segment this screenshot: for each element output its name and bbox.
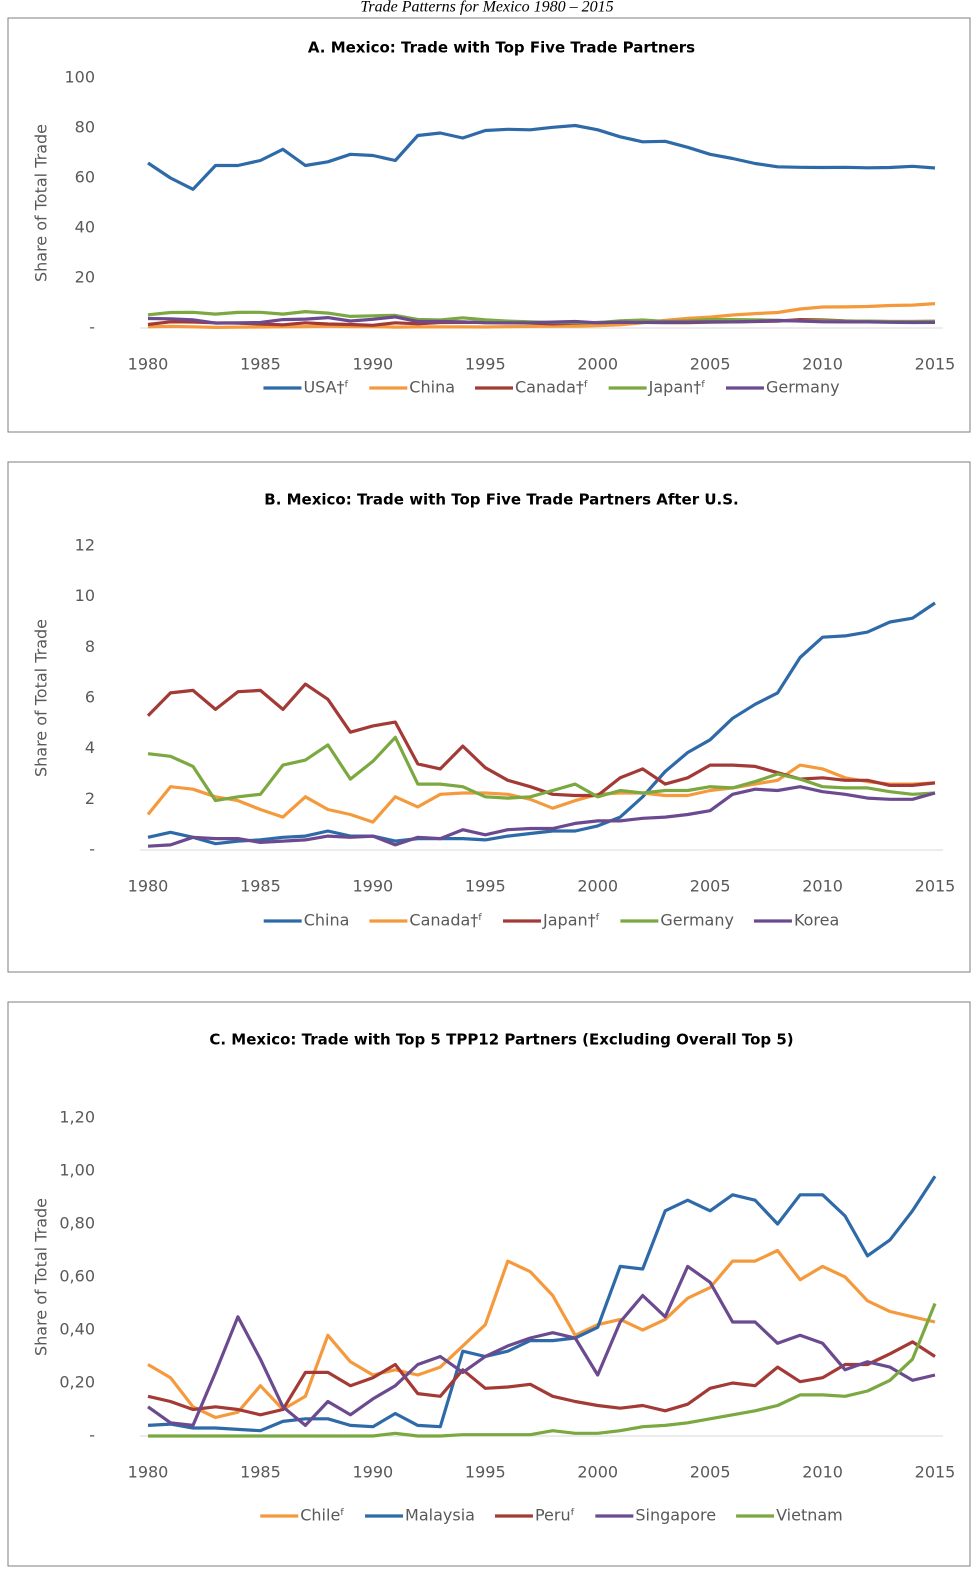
legend-label: China bbox=[409, 378, 455, 397]
x-tick-label: 1995 bbox=[465, 877, 506, 896]
legend-label: Peruᶠ bbox=[535, 1506, 575, 1525]
y-axis-label: Share of Total Trade bbox=[32, 619, 51, 777]
legend-label: Singapore bbox=[635, 1506, 716, 1525]
legend-label: Germany bbox=[766, 378, 840, 397]
y-tick-label: 0,20 bbox=[59, 1373, 95, 1392]
series-line bbox=[147, 735, 936, 803]
y-tick-label: - bbox=[89, 318, 95, 337]
x-tick-label: 2015 bbox=[915, 1463, 956, 1482]
legend-label: Malaysia bbox=[405, 1506, 475, 1525]
series-line bbox=[146, 682, 936, 798]
x-tick-label: 1990 bbox=[352, 877, 393, 896]
legend-label: Germany bbox=[660, 911, 734, 930]
y-tick-label: 80 bbox=[75, 118, 95, 137]
series-line bbox=[147, 302, 936, 329]
x-tick-label: 2015 bbox=[915, 877, 956, 896]
panel-frame bbox=[7, 1001, 971, 1567]
y-tick-label: 2 bbox=[85, 789, 95, 808]
series-line bbox=[147, 315, 936, 325]
series-line bbox=[147, 785, 936, 848]
chart-title: A. Mexico: Trade with Top Five Trade Par… bbox=[308, 39, 695, 57]
y-tick-label: 12 bbox=[75, 536, 95, 555]
x-tick-label: 1985 bbox=[240, 877, 281, 896]
x-tick-label: 1990 bbox=[352, 1463, 393, 1482]
legend-label: Japan†ᶠ bbox=[648, 378, 706, 397]
y-axis-label: Share of Total Trade bbox=[32, 1198, 51, 1356]
legend-label: Canada†ᶠ bbox=[409, 911, 483, 930]
x-tick-label: 1980 bbox=[128, 1463, 169, 1482]
y-tick-label: 20 bbox=[75, 268, 95, 287]
x-tick-label: 1990 bbox=[352, 355, 393, 374]
series-line bbox=[146, 763, 936, 824]
y-tick-label: 10 bbox=[75, 586, 95, 605]
legend: USA†ᶠ China Canada†ᶠ Japan†ᶠ Germany bbox=[263, 378, 840, 397]
y-tick-label: 4 bbox=[85, 738, 95, 757]
y-tick-label: 1,00 bbox=[59, 1161, 95, 1180]
x-tick-label: 2010 bbox=[802, 1463, 843, 1482]
x-tick-label: 1980 bbox=[128, 877, 169, 896]
x-tick-label: 1985 bbox=[240, 1463, 281, 1482]
series-line bbox=[147, 1175, 937, 1433]
legend-label: Chileᶠ bbox=[300, 1506, 345, 1525]
x-tick-label: 2000 bbox=[577, 355, 618, 374]
x-tick-label: 2005 bbox=[690, 1463, 731, 1482]
legend-label: Korea bbox=[794, 911, 839, 930]
series-line bbox=[148, 1302, 937, 1438]
x-tick-label: 1995 bbox=[465, 1463, 506, 1482]
series-line bbox=[147, 1340, 936, 1417]
legend: Chileᶠ Malaysia Peruᶠ Singapore Vietnam bbox=[260, 1506, 843, 1525]
chart-panel: B. Mexico: Trade with Top Five Trade Par… bbox=[7, 461, 971, 973]
x-tick-label: 2000 bbox=[577, 1463, 618, 1482]
series-line bbox=[147, 601, 936, 846]
y-tick-label: 0,60 bbox=[59, 1267, 95, 1286]
panel-frame bbox=[7, 461, 971, 973]
series-line bbox=[147, 1248, 936, 1420]
y-tick-label: 1,20 bbox=[59, 1108, 95, 1127]
chart-panel: C. Mexico: Trade with Top 5 TPP12 Partne… bbox=[7, 1001, 971, 1567]
y-tick-label: 0,40 bbox=[59, 1320, 95, 1339]
y-tick-label: - bbox=[89, 840, 95, 859]
y-axis-label: Share of Total Trade bbox=[32, 124, 51, 282]
y-tick-label: - bbox=[89, 1426, 95, 1445]
panel-frame bbox=[7, 17, 971, 433]
legend-label: Japan†ᶠ bbox=[542, 911, 600, 930]
x-tick-label: 2010 bbox=[802, 877, 843, 896]
legend-label: USA†ᶠ bbox=[303, 378, 349, 397]
y-tick-label: 60 bbox=[75, 168, 95, 187]
chart-title: B. Mexico: Trade with Top Five Trade Par… bbox=[264, 491, 738, 509]
y-tick-label: 0,80 bbox=[59, 1214, 95, 1233]
y-tick-label: 100 bbox=[64, 68, 95, 87]
legend-label: Canada†ᶠ bbox=[515, 378, 589, 397]
chart-panel: A. Mexico: Trade with Top Five Trade Par… bbox=[7, 17, 971, 433]
y-tick-label: 6 bbox=[85, 688, 95, 707]
legend-label: China bbox=[304, 911, 350, 930]
x-tick-label: 2005 bbox=[690, 877, 731, 896]
chart-title: C. Mexico: Trade with Top 5 TPP12 Partne… bbox=[209, 1031, 793, 1049]
legend-label: Vietnam bbox=[776, 1506, 843, 1525]
x-tick-label: 1980 bbox=[128, 355, 169, 374]
y-tick-label: 40 bbox=[75, 218, 95, 237]
series-line bbox=[147, 123, 936, 191]
x-tick-label: 2005 bbox=[690, 355, 731, 374]
x-tick-label: 1995 bbox=[465, 355, 506, 374]
y-tick-label: 8 bbox=[85, 637, 95, 656]
x-tick-label: 2010 bbox=[802, 355, 843, 374]
legend: China Canada†ᶠ Japan†ᶠ Germany Korea bbox=[263, 911, 839, 930]
x-tick-label: 2015 bbox=[915, 355, 956, 374]
x-tick-label: 1985 bbox=[240, 355, 281, 374]
series-line bbox=[147, 1264, 936, 1427]
page-title: Trade Patterns for Mexico 1980 – 2015 bbox=[360, 0, 613, 16]
x-tick-label: 2000 bbox=[577, 877, 618, 896]
